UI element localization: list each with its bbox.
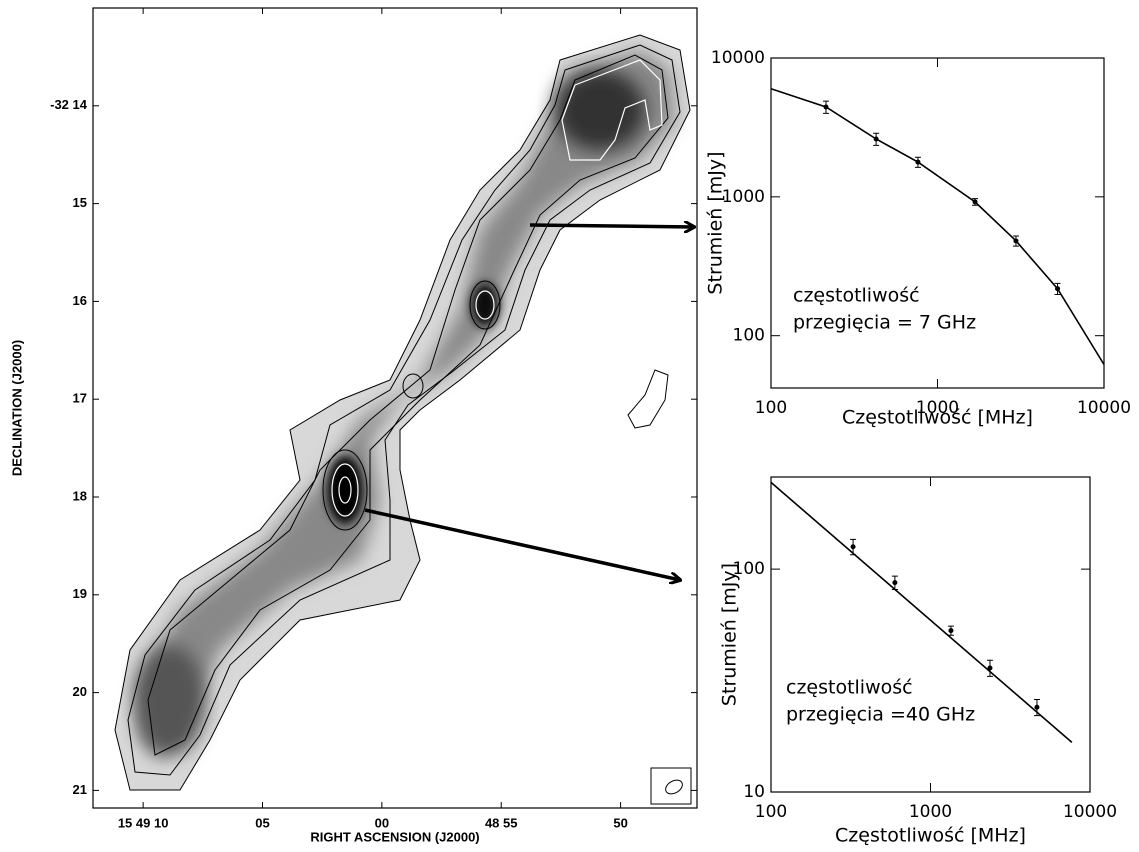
data-point <box>1055 286 1061 292</box>
x-tick-label: 100 <box>755 398 787 418</box>
x-tick-label: 15 49 10 <box>118 815 169 830</box>
annotation: częstotliwość <box>793 285 920 307</box>
y-tick-label: 10000 <box>711 48 765 68</box>
annotation: przegięcia =40 GHz <box>786 704 975 726</box>
map-core <box>327 456 363 524</box>
contour <box>331 463 359 517</box>
data-point <box>948 628 954 634</box>
contour <box>475 290 495 320</box>
data-point <box>850 544 856 550</box>
y-axis-label: Strumień [mJy] <box>705 151 727 294</box>
y-tick-label: 19 <box>73 586 87 601</box>
x-tick-label: 10000 <box>1063 802 1117 822</box>
x-axis-label: RIGHT ASCENSION (J2000) <box>310 829 479 844</box>
annotation: przegięcia = 7 GHz <box>793 312 976 334</box>
y-tick-label: 16 <box>73 293 87 308</box>
x-axis-label: Częstotliwość [MHz] <box>835 825 1026 847</box>
map-core <box>471 283 499 327</box>
contours <box>114 34 691 791</box>
x-tick-label: 1000 <box>909 802 952 822</box>
contour <box>627 369 669 429</box>
y-tick-label: 100 <box>733 326 765 346</box>
panel: 100 1000 10000 100 1000 10000 Częstotliwość [M… <box>705 48 1132 429</box>
beam <box>665 779 683 795</box>
arrow <box>364 508 680 580</box>
plot-frame <box>92 7 698 809</box>
y-tick-label: 100 <box>733 559 765 579</box>
data-point <box>915 159 921 165</box>
panel: -32 14 15 16 17 18 19 20 21 15 49 10 05 00 48 55 50 R… <box>9 7 698 844</box>
plot-frame <box>770 57 1105 389</box>
y-tick-label: 1000 <box>722 187 765 207</box>
fit-line <box>770 88 1105 365</box>
contour <box>322 449 368 531</box>
data-point <box>1034 704 1040 710</box>
x-tick-label: 10000 <box>1077 398 1131 418</box>
radio-map <box>114 34 692 805</box>
x-tick-label: 05 <box>255 815 269 830</box>
contour <box>147 54 669 756</box>
y-axis-label: Strumień [mJy] <box>719 563 741 706</box>
data-point <box>987 665 993 671</box>
y-axis-label: DECLINATION (J2000) <box>9 340 24 476</box>
y-tick-label: 10 <box>743 782 765 802</box>
x-tick-label: 1000 <box>916 398 959 418</box>
contour <box>127 44 681 776</box>
data-point <box>1013 238 1019 244</box>
map-core <box>135 645 205 755</box>
y-tick-label: 20 <box>73 684 87 699</box>
contours-inner <box>331 59 663 517</box>
y-tick-label: -32 14 <box>50 97 88 112</box>
contour <box>561 59 663 161</box>
y-tick-label: 15 <box>73 195 87 210</box>
y-tick-label: 18 <box>73 488 87 503</box>
data-point <box>892 580 898 586</box>
data-point <box>823 104 829 110</box>
x-tick-label: 100 <box>755 802 787 822</box>
beam-box <box>650 767 692 805</box>
data-point <box>972 199 978 205</box>
map-core <box>555 70 645 150</box>
annotation: częstotliwość <box>786 677 913 699</box>
y-tick-label: 21 <box>73 782 87 797</box>
map-emission-inner <box>140 50 675 760</box>
fit-line <box>770 481 1073 743</box>
contour <box>338 476 352 504</box>
contour <box>469 280 501 330</box>
x-tick-label: 48 55 <box>485 815 518 830</box>
x-tick-label: 50 <box>613 815 627 830</box>
contour <box>402 373 424 399</box>
x-tick-label: 00 <box>375 815 389 830</box>
arrow <box>529 225 694 227</box>
contour <box>114 34 691 791</box>
y-tick-label: 17 <box>73 391 87 406</box>
data-point <box>873 136 879 142</box>
x-axis-label: Częstotliwość [MHz] <box>842 407 1033 429</box>
